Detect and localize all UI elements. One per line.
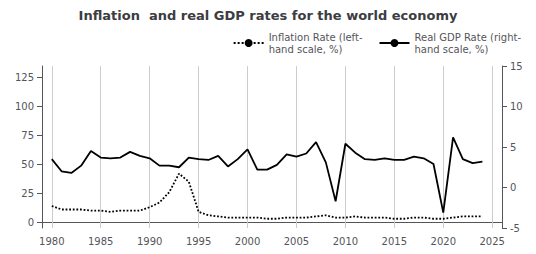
svg-text:2020: 2020 (431, 236, 456, 247)
svg-text:2010: 2010 (333, 236, 358, 247)
svg-text:125: 125 (15, 72, 34, 83)
svg-text:1995: 1995 (186, 236, 211, 247)
svg-text:Real GDP Rate (right-: Real GDP Rate (right- (414, 32, 521, 43)
svg-text:hand scale, %): hand scale, %) (269, 44, 343, 55)
svg-text:-5: -5 (510, 223, 520, 234)
svg-text:1990: 1990 (137, 236, 162, 247)
svg-text:2025: 2025 (479, 236, 504, 247)
svg-text:50: 50 (21, 159, 34, 170)
svg-text:2015: 2015 (382, 236, 407, 247)
svg-text:Inflation Rate (left-: Inflation Rate (left- (269, 32, 363, 43)
svg-text:25: 25 (21, 188, 34, 199)
svg-text:0: 0 (28, 217, 34, 228)
svg-text:1985: 1985 (88, 236, 113, 247)
svg-text:2005: 2005 (284, 236, 309, 247)
svg-text:5: 5 (510, 142, 516, 153)
svg-text:Inflation and real GDP rates: Inflation and real GDP rates for the wor… (79, 8, 458, 23)
svg-text:0: 0 (510, 182, 516, 193)
svg-text:75: 75 (21, 130, 34, 141)
svg-text:15: 15 (510, 61, 523, 72)
svg-text:hand scale, %): hand scale, %) (414, 44, 488, 55)
svg-text:1980: 1980 (39, 236, 64, 247)
svg-text:2000: 2000 (235, 236, 260, 247)
svg-text:10: 10 (510, 101, 523, 112)
svg-text:100: 100 (15, 101, 34, 112)
